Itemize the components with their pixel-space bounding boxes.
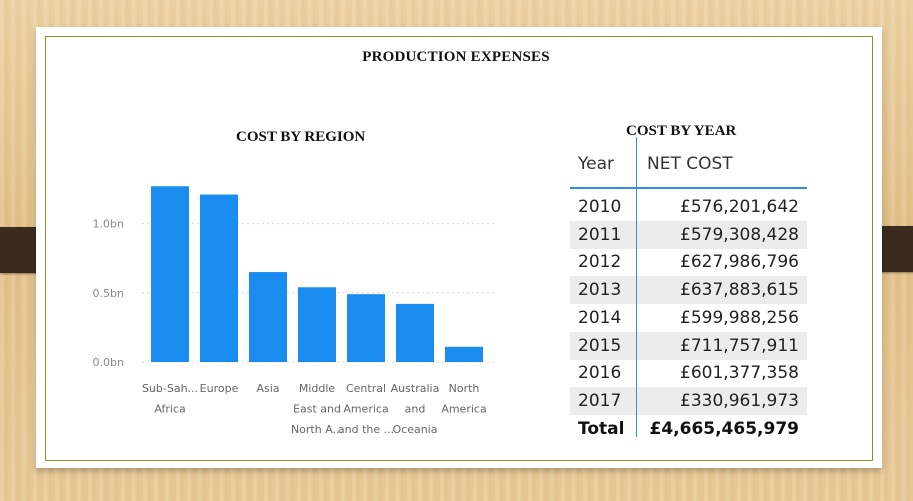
- category-label: Europe: [200, 382, 239, 395]
- category-label: America: [343, 403, 388, 416]
- net-cost-cell: £330,961,973: [680, 390, 799, 411]
- chart-svg: £0.0bn £0.5bn £1.0bn Sub-Sah... Africa Europe…: [92, 186, 496, 436]
- year-cell: 2012: [578, 252, 622, 273]
- net-cost-cell: £599,988,256: [680, 307, 799, 328]
- table-row: 2017 £330,961,973: [570, 386, 807, 415]
- region-chart-title: COST BY REGION: [236, 129, 366, 145]
- header-net-cost[interactable]: NET COST: [647, 154, 733, 174]
- table-row: 2013 £637,883,615: [570, 276, 807, 305]
- category-label: Asia: [256, 382, 279, 395]
- category-label: and: [405, 403, 426, 416]
- table-row: 2015 £711,757,911: [570, 331, 807, 360]
- table-row: 2016 £601,377,358: [570, 359, 807, 387]
- year-cell: 2014: [578, 307, 622, 328]
- table-row: 2014 £599,988,256: [570, 304, 807, 332]
- total-label: Total: [578, 418, 625, 439]
- column-divider: [636, 137, 637, 437]
- category-label: Oceania: [393, 423, 438, 436]
- table-row: 2011 £579,308,428: [570, 220, 807, 249]
- table-header: Year NET COST: [570, 137, 807, 189]
- year-cell: 2015: [578, 335, 622, 356]
- category-label: and the ...: [338, 423, 394, 436]
- y-tick-label: £0.0bn: [92, 356, 124, 369]
- year-cell: 2010: [578, 197, 622, 217]
- bar[interactable]: [249, 272, 287, 362]
- year-table-title: COST BY YEAR: [626, 123, 737, 139]
- bar[interactable]: [445, 346, 483, 362]
- bar[interactable]: [200, 194, 238, 362]
- year-cell: 2011: [578, 224, 622, 245]
- y-tick-label: £1.0bn: [92, 218, 124, 231]
- category-label: Africa: [154, 403, 185, 416]
- category-label: North A...: [291, 423, 343, 436]
- net-cost-cell: £579,308,428: [680, 224, 799, 245]
- header-year[interactable]: Year: [578, 154, 614, 174]
- category-label: Sub-Sah...: [142, 382, 198, 395]
- category-label: America: [441, 403, 486, 416]
- bar[interactable]: [151, 186, 189, 362]
- slide-card: PRODUCTION EXPENSES COST BY REGION COST …: [36, 27, 882, 468]
- category-label: Middle: [299, 382, 336, 395]
- y-tick-label: £0.5bn: [92, 287, 124, 300]
- year-cell: 2017: [578, 390, 622, 411]
- net-cost-cell: £637,883,615: [680, 280, 799, 301]
- year-cost-table: Year NET COST 2010 £576,201,642 2011 £579,3…: [570, 137, 811, 439]
- table-row: 2012 £627,986,796: [570, 248, 807, 276]
- table-row: 2010 £576,201,642: [570, 193, 807, 221]
- total-row: Total £4,665,465,979: [570, 415, 807, 443]
- net-cost-cell: £627,986,796: [680, 252, 799, 273]
- category-label: East and: [293, 403, 341, 416]
- category-label: Australia: [391, 382, 440, 395]
- region-bar-chart: £0.0bn £0.5bn £1.0bn Sub-Sah... Africa Europe…: [92, 161, 500, 436]
- net-cost-cell: £576,201,642: [680, 197, 799, 217]
- category-label: Central: [346, 382, 386, 395]
- bar[interactable]: [347, 294, 385, 362]
- net-cost-cell: £711,757,911: [680, 335, 799, 356]
- bar[interactable]: [396, 303, 434, 362]
- bar[interactable]: [298, 287, 336, 362]
- page-title: PRODUCTION EXPENSES: [362, 49, 550, 65]
- net-cost-cell: £601,377,358: [680, 363, 799, 384]
- slide-border: [45, 36, 873, 461]
- year-cell: 2013: [578, 280, 622, 301]
- total-cost-cell: £4,665,465,979: [649, 418, 800, 439]
- category-label: North: [449, 382, 480, 395]
- year-cell: 2016: [578, 363, 622, 384]
